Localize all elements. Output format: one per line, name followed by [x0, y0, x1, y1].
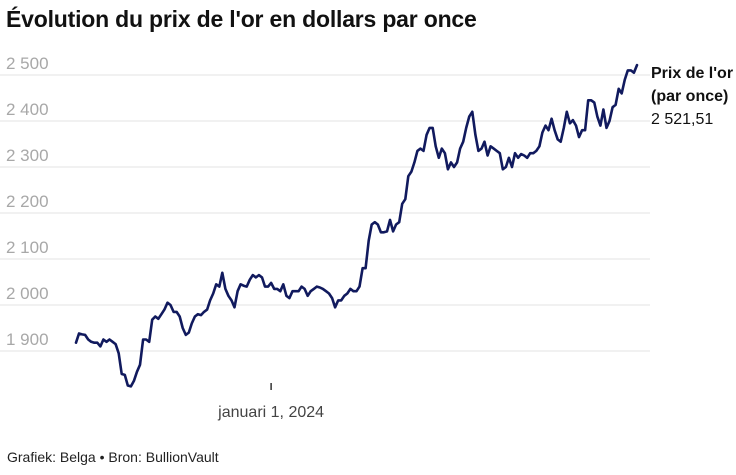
- y-tick-label: 2 500: [6, 54, 49, 73]
- x-axis-ticks: januari 1, 2024: [217, 383, 324, 421]
- y-tick-label: 2 000: [6, 284, 49, 303]
- series-end-label: Prix de l'or (par once) 2 521,51: [651, 62, 735, 131]
- x-tick-label: januari 1, 2024: [217, 404, 324, 421]
- series-name: Prix de l'or (par once): [651, 65, 734, 105]
- y-tick-label: 1 900: [6, 330, 49, 349]
- source-credit: Grafiek: Belga • Bron: BullionVault: [7, 449, 219, 465]
- series-last-value: 2 521,51: [651, 111, 714, 128]
- line-chart: 1 900 2 000 2 100 2 200 2 300 2 400 2 500 janu…: [0, 54, 650, 421]
- chart-title: Évolution du prix de l'or en dollars par…: [6, 6, 477, 32]
- gridlines: [0, 74, 650, 352]
- y-axis-ticks: 1 900 2 000 2 100 2 200 2 300 2 400 2 500: [6, 54, 49, 349]
- y-tick-label: 2 200: [6, 192, 49, 211]
- y-tick-label: 2 100: [6, 238, 49, 257]
- gold-price-line: [74, 63, 639, 388]
- y-tick-label: 2 300: [6, 146, 49, 165]
- y-tick-label: 2 400: [6, 100, 49, 119]
